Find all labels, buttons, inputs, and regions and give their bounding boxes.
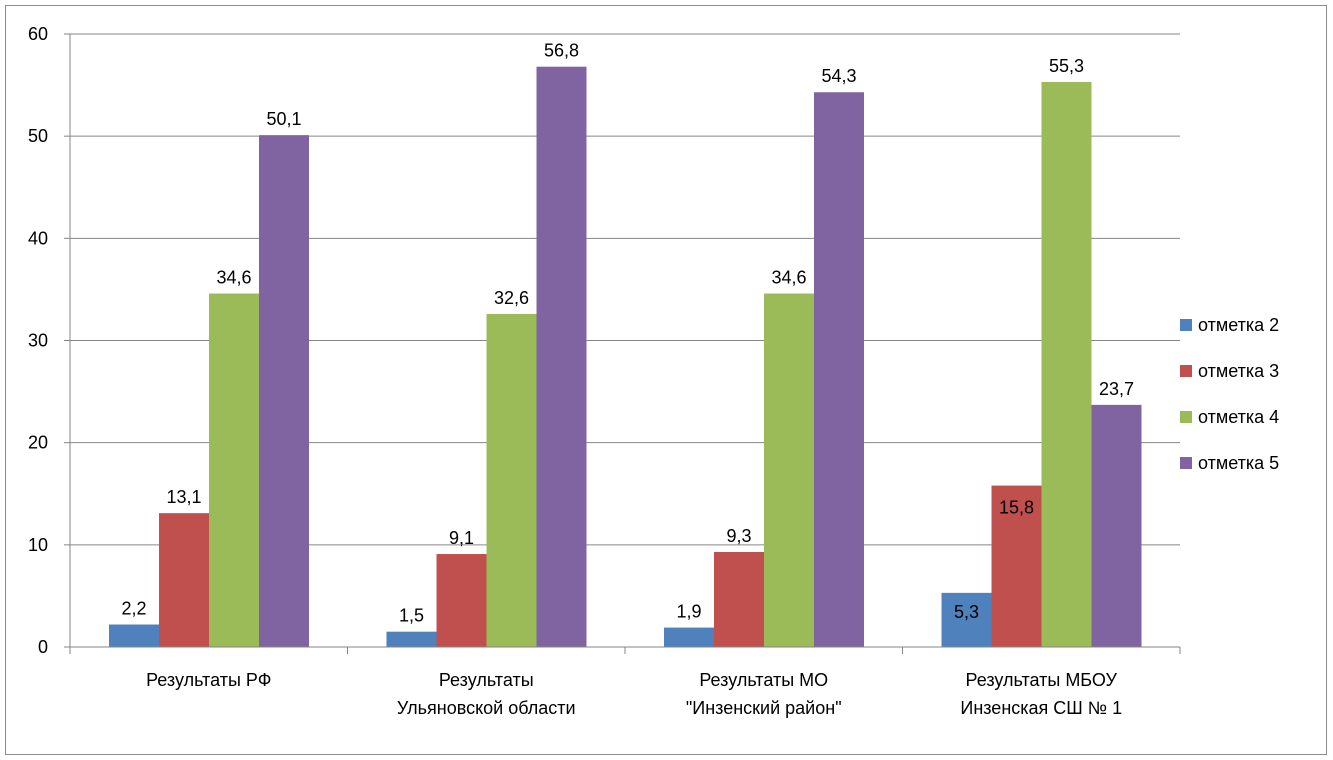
bar (436, 554, 487, 647)
legend-label: отметка 2 (1198, 314, 1280, 335)
data-label: 54,3 (821, 66, 856, 86)
legend-item: отметка 2 (1180, 302, 1279, 348)
data-label: 1,5 (399, 606, 424, 626)
bar (209, 293, 259, 647)
bar (486, 313, 537, 647)
x-tick-label: Ульяновской области (397, 698, 576, 718)
data-label: 1,9 (676, 602, 701, 622)
legend-label: отметка 4 (1198, 406, 1280, 427)
data-label: 5,3 (954, 602, 979, 622)
y-tick-label: 10 (28, 535, 48, 555)
y-tick-label: 30 (28, 331, 48, 351)
data-label: 34,6 (216, 268, 251, 288)
chart-legend: отметка 2 отметка 3 отметка 4 отметка 5 (1180, 302, 1279, 486)
y-tick-label: 0 (38, 637, 48, 657)
data-label: 9,3 (726, 526, 751, 546)
data-label: 2,2 (121, 599, 146, 619)
bar (991, 485, 1042, 647)
legend-label: отметка 5 (1198, 452, 1280, 473)
data-label: 23,7 (1099, 379, 1134, 399)
y-tick-label: 20 (28, 433, 48, 453)
bar (814, 92, 864, 648)
data-label: 13,1 (166, 487, 201, 507)
data-label: 55,3 (1049, 56, 1084, 76)
data-label: 15,8 (999, 498, 1034, 518)
x-tick-label: Результаты МБОУ (966, 670, 1118, 690)
legend-item: отметка 4 (1180, 394, 1279, 440)
bar (109, 624, 159, 647)
y-tick-label: 60 (28, 24, 48, 44)
x-tick-label: Инзенская СШ № 1 (960, 698, 1122, 718)
legend-swatch (1180, 365, 1192, 377)
bar (714, 551, 764, 647)
legend-label: отметка 3 (1198, 360, 1280, 381)
x-tick-label: "Инзенский район" (686, 698, 842, 718)
bar (1041, 82, 1092, 648)
data-label: 56,8 (544, 41, 579, 61)
legend-item: отметка 5 (1180, 440, 1279, 486)
y-tick-label: 50 (28, 126, 48, 146)
bar (386, 631, 437, 647)
legend-swatch (1180, 457, 1192, 469)
bar (664, 627, 714, 647)
data-label: 34,6 (771, 268, 806, 288)
bar (259, 135, 309, 647)
data-label: 9,1 (449, 528, 474, 548)
x-tick-label: Результаты РФ (146, 670, 271, 690)
legend-swatch (1180, 411, 1192, 423)
legend-swatch (1180, 319, 1192, 331)
bar (941, 592, 992, 647)
bar (536, 66, 587, 647)
data-label: 32,6 (494, 288, 529, 308)
bar (1091, 404, 1142, 647)
data-label: 50,1 (266, 109, 301, 129)
y-tick-label: 40 (28, 228, 48, 248)
x-tick-label: Результаты (439, 670, 534, 690)
bar (159, 513, 209, 647)
bar (764, 293, 814, 647)
x-tick-label: Результаты МО (699, 670, 828, 690)
legend-item: отметка 3 (1180, 348, 1279, 394)
